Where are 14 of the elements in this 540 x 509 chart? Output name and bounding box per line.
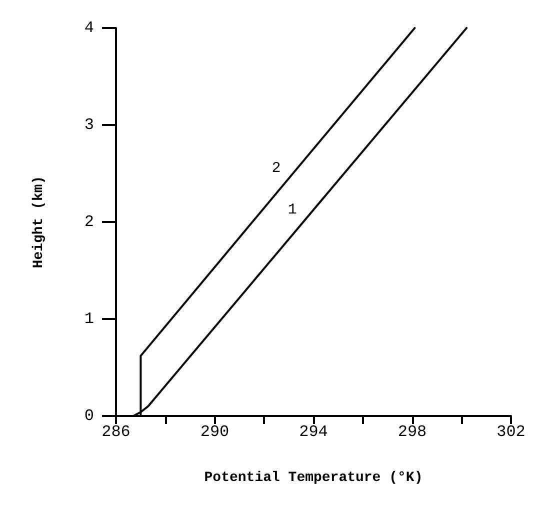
series-label: 1 (288, 202, 297, 219)
y-tick-label: 1 (84, 310, 94, 328)
x-tick-label: 294 (299, 423, 328, 441)
x-tick-label: 302 (496, 423, 526, 441)
x-tick-label: 286 (102, 423, 130, 441)
x-tick-label: 298 (398, 423, 427, 441)
y-axis-title: Height (km) (31, 176, 47, 268)
x-axis-title: Potential Temperature (°K) (204, 470, 423, 486)
y-tick-label: 3 (84, 116, 94, 134)
y-tick-label: 0 (84, 407, 94, 425)
series-label: 2 (272, 160, 281, 177)
x-tick-label: 290 (200, 423, 230, 441)
y-tick-label: 4 (84, 19, 94, 37)
y-tick-label: 2 (84, 213, 94, 231)
